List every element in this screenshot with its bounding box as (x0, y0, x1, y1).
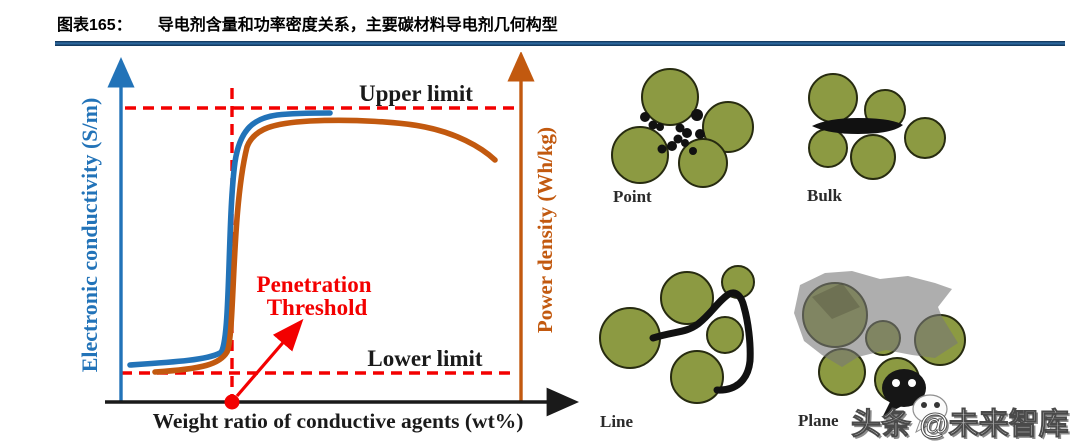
limit-lines (121, 88, 517, 400)
watermark-main-text: 头条 @未来智库 (851, 408, 1069, 441)
threshold-point (224, 394, 240, 410)
threshold-arrow (235, 318, 304, 398)
upper-limit-label: Upper limit (359, 81, 473, 106)
watermark: 未来智库 头条 @未来智库 头条 @未来智库 (851, 369, 1071, 443)
diagram-plane: Plane (794, 271, 966, 430)
conductivity-power-chart: Upper limit Lower limit Penetration Thre… (77, 52, 579, 433)
chat-bubbles-watermark-icon (882, 369, 948, 434)
point-carbon-dots (640, 109, 705, 155)
lower-limit-label: Lower limit (367, 346, 483, 371)
diagram-point-label: Point (613, 187, 652, 206)
right-y-axis-label: Power density (Wh/kg) (533, 127, 557, 333)
figure-label: 图表165： (57, 17, 132, 34)
conductivity-curve (127, 110, 333, 368)
x-axis-label: Weight ratio of conductive agents (wt%) (153, 409, 524, 433)
bulk-carbon-lens (812, 118, 903, 134)
watermark-main-shadow: 头条 @未来智库 (853, 410, 1071, 443)
figure-header: 图表165： 导电剂含量和功率密度关系，主要碳材料导电剂几何构型 (57, 11, 558, 35)
title-underline (55, 41, 1065, 46)
conductive-agent-geometry-diagrams: Point Bulk Line (599, 68, 966, 431)
diagram-bulk: Bulk (807, 73, 946, 205)
plane-sheet-fold (812, 283, 860, 319)
figure-title: 导电剂含量和功率密度关系，主要碳材料导电剂几何构型 (157, 17, 558, 34)
diagram-line-label: Line (600, 412, 634, 431)
power-density-curve (152, 117, 498, 375)
left-y-axis-label: Electronic conductivity (S/m) (77, 98, 102, 373)
watermark-ghost-text: 未来智库 (960, 378, 1068, 408)
diagram-bulk-label: Bulk (807, 186, 843, 205)
plane-graphene-sheet (794, 271, 958, 367)
diagram-point: Point (611, 68, 754, 206)
diagram-plane-label: Plane (798, 411, 839, 430)
diagram-line: Line (599, 265, 755, 431)
threshold-label-line2: Threshold (267, 295, 368, 320)
line-carbon-fiber (649, 289, 754, 394)
threshold-label-line1: Penetration (257, 272, 372, 297)
